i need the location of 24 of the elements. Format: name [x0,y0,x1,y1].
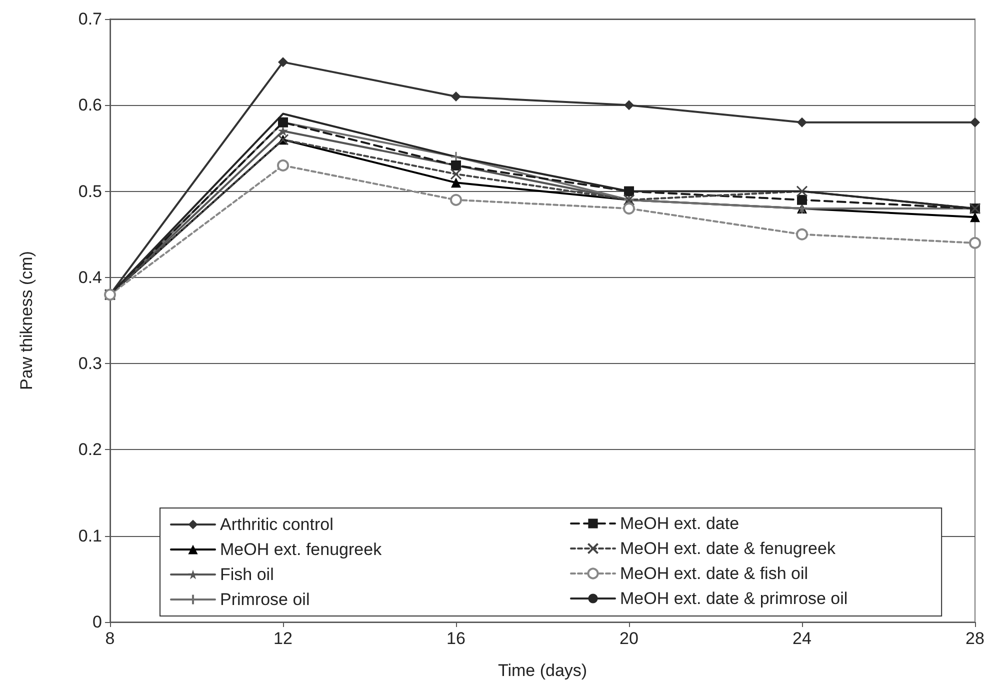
legend-label: Primrose oil [220,590,310,609]
x-tick-label: 24 [792,629,812,648]
y-tick-label: 0.2 [78,440,102,460]
legend-label: MeOH ext. date [620,514,740,533]
y-tick-label: 0.4 [78,268,102,287]
y-axis-title: Paw thikness (cm) [17,251,36,390]
y-tick-label: 0.1 [78,526,102,546]
legend-label: Arthritic control [220,515,334,534]
x-tick-label: 16 [446,629,466,648]
legend-label: Fish oil [220,565,274,584]
y-tick-label: 0.3 [78,354,102,374]
x-tick-label: 8 [105,629,115,648]
legend-label: MeOH ext. date & primrose oil [620,589,848,608]
legend-label: MeOH ext. date & fenugreek [620,539,836,558]
legend-label: MeOH ext. fenugreek [220,540,382,559]
y-tick-label: 0.5 [78,182,102,201]
x-axis-title: Time (days) [498,661,588,680]
y-tick-label: 0.7 [78,10,102,28]
x-tick-label: 28 [966,629,984,648]
y-tick-label: 0 [92,612,102,632]
x-tick-label: 20 [620,629,638,648]
legend-label: MeOH ext. date & fish oil [620,564,808,583]
y-tick-label: 0.6 [78,96,102,115]
x-tick-label: 12 [274,629,292,648]
